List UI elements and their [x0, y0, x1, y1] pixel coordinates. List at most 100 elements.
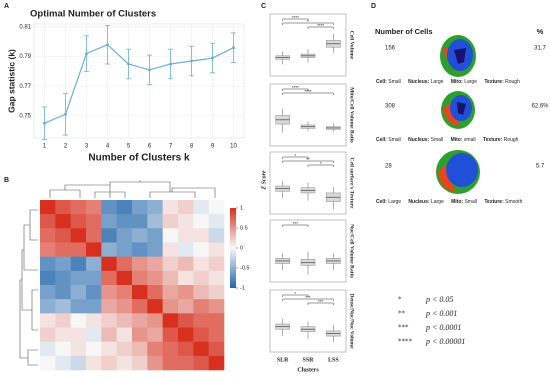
- heatmap-cell: [147, 256, 163, 272]
- legend-symbol: *: [398, 296, 402, 304]
- x-axis-label: Clusters: [297, 367, 319, 373]
- heatmap-cell: [162, 327, 179, 342]
- table-header: Number of Cells: [375, 27, 433, 36]
- heatmap-cell: [70, 214, 87, 229]
- heatmap-cell: [132, 313, 148, 328]
- data-point: [43, 121, 46, 125]
- y-tick-label: 0.77: [19, 84, 31, 90]
- heatmap-cell: [101, 228, 117, 243]
- y-tick-label: 0.75: [19, 113, 31, 119]
- significance-label: ***: [293, 221, 299, 226]
- heatmap-cell: [132, 355, 148, 371]
- cell-traits: Cell: Small Nucleus: Large Mito: Large T…: [376, 79, 520, 85]
- significance-bracket: [282, 156, 309, 159]
- x-tick-label: 4: [106, 144, 110, 150]
- cell-percent: 5.7: [536, 164, 545, 170]
- heatmap-cell: [70, 341, 87, 357]
- heatmap-cell: [116, 285, 133, 300]
- heatmap-cell: [178, 341, 194, 357]
- heatmap-cell: [70, 327, 87, 342]
- heatmap-cell: [193, 270, 209, 286]
- heatmap-cell: [55, 242, 71, 257]
- heatmap-cell: [70, 228, 87, 243]
- significance-bracket: [282, 92, 334, 95]
- cell-illustration: [440, 35, 476, 77]
- heatmap-cell: [116, 256, 133, 272]
- heatmap-cell: [86, 228, 102, 243]
- heatmap-cell: [208, 256, 225, 272]
- heatmap-cell: [208, 242, 225, 257]
- heatmap-cell: [70, 270, 87, 286]
- significance-label: **: [306, 157, 310, 162]
- data-line: [44, 44, 234, 124]
- heatmap-cell: [178, 355, 194, 371]
- colorbar-tick-label: 0.5: [240, 225, 248, 231]
- panel-title: Cell Volume: [349, 31, 355, 60]
- x-tick-label: 3: [85, 144, 89, 150]
- heatmap-cell: [208, 355, 225, 371]
- heatmap-cell: [55, 355, 71, 371]
- heatmap-cell: [162, 270, 179, 286]
- significance-bracket: [282, 88, 309, 91]
- legend-text: p < 0.05: [425, 295, 453, 304]
- significance-label: *: [320, 161, 322, 166]
- heatmap-cell: [208, 228, 225, 243]
- data-point: [232, 46, 235, 50]
- heatmap-cell: [55, 327, 71, 342]
- heatmap-cell: [40, 270, 56, 286]
- heatmap-cell: [193, 355, 209, 371]
- heatmap-cell: [86, 327, 102, 342]
- heatmap-cell: [193, 214, 209, 229]
- legend-text: p < 0.00001: [425, 337, 465, 346]
- heatmap-cell: [208, 327, 225, 342]
- cell-illustration: [436, 150, 480, 194]
- x-tick-label: 10: [230, 144, 237, 150]
- heatmap-cell: [162, 285, 179, 300]
- significance-label: ****: [292, 15, 299, 20]
- heatmap-cell: [116, 214, 133, 229]
- heatmap-cell: [193, 285, 209, 300]
- heatmap-cell: [147, 327, 163, 342]
- heatmap-cell: [162, 256, 179, 272]
- significance-label: ****: [317, 23, 324, 28]
- heatmap-cell: [116, 341, 133, 357]
- dendrogram: [19, 180, 216, 366]
- heatmap-cell: [101, 200, 117, 215]
- heatmap-cell: [208, 214, 225, 229]
- heatmap-cell: [178, 313, 194, 328]
- data-point: [106, 43, 109, 47]
- heatmap-cell: [55, 299, 71, 314]
- heatmap-cell: [116, 200, 133, 215]
- heatmap-cell: [55, 214, 71, 229]
- heatmap-cell: [208, 313, 225, 328]
- heatmap-cell: [162, 228, 179, 243]
- colorbar-tick-label: -0.5: [240, 265, 249, 271]
- significance-label: ****: [304, 89, 311, 94]
- heatmap-cell: [193, 327, 209, 342]
- heatmap-cell: [147, 200, 163, 215]
- heatmap-cell: [70, 313, 87, 328]
- heatmap-cell: [116, 355, 133, 371]
- heatmap-cell: [86, 214, 102, 229]
- heatmap-cell: [178, 256, 194, 272]
- heatmap-cell: [101, 313, 117, 328]
- heatmap-cell: [178, 242, 194, 257]
- panel-title: Mito/Cell Volume Ratio: [349, 87, 355, 143]
- heatmap-cell: [55, 200, 71, 215]
- significance-label: ****: [292, 85, 299, 90]
- heatmap-cell: [162, 214, 179, 229]
- legend-symbol: ****: [398, 338, 413, 346]
- heatmap-cell: [86, 242, 102, 257]
- heatmap-cell: [55, 256, 71, 272]
- heatmap-cell: [193, 341, 209, 357]
- heatmap-cell: [101, 341, 117, 357]
- significance-legend: * p < 0.05 ** p < 0.001 *** p < 0.0001 *…: [398, 295, 465, 346]
- cell-count: 308: [385, 104, 396, 110]
- cell-percent: 31.7: [534, 46, 546, 52]
- heatmap-cell: [147, 355, 163, 371]
- heatmap-cell: [193, 299, 209, 314]
- heatmap-cell: [40, 285, 56, 300]
- heatmap-cell: [116, 327, 133, 342]
- heatmap-cell: [70, 355, 87, 371]
